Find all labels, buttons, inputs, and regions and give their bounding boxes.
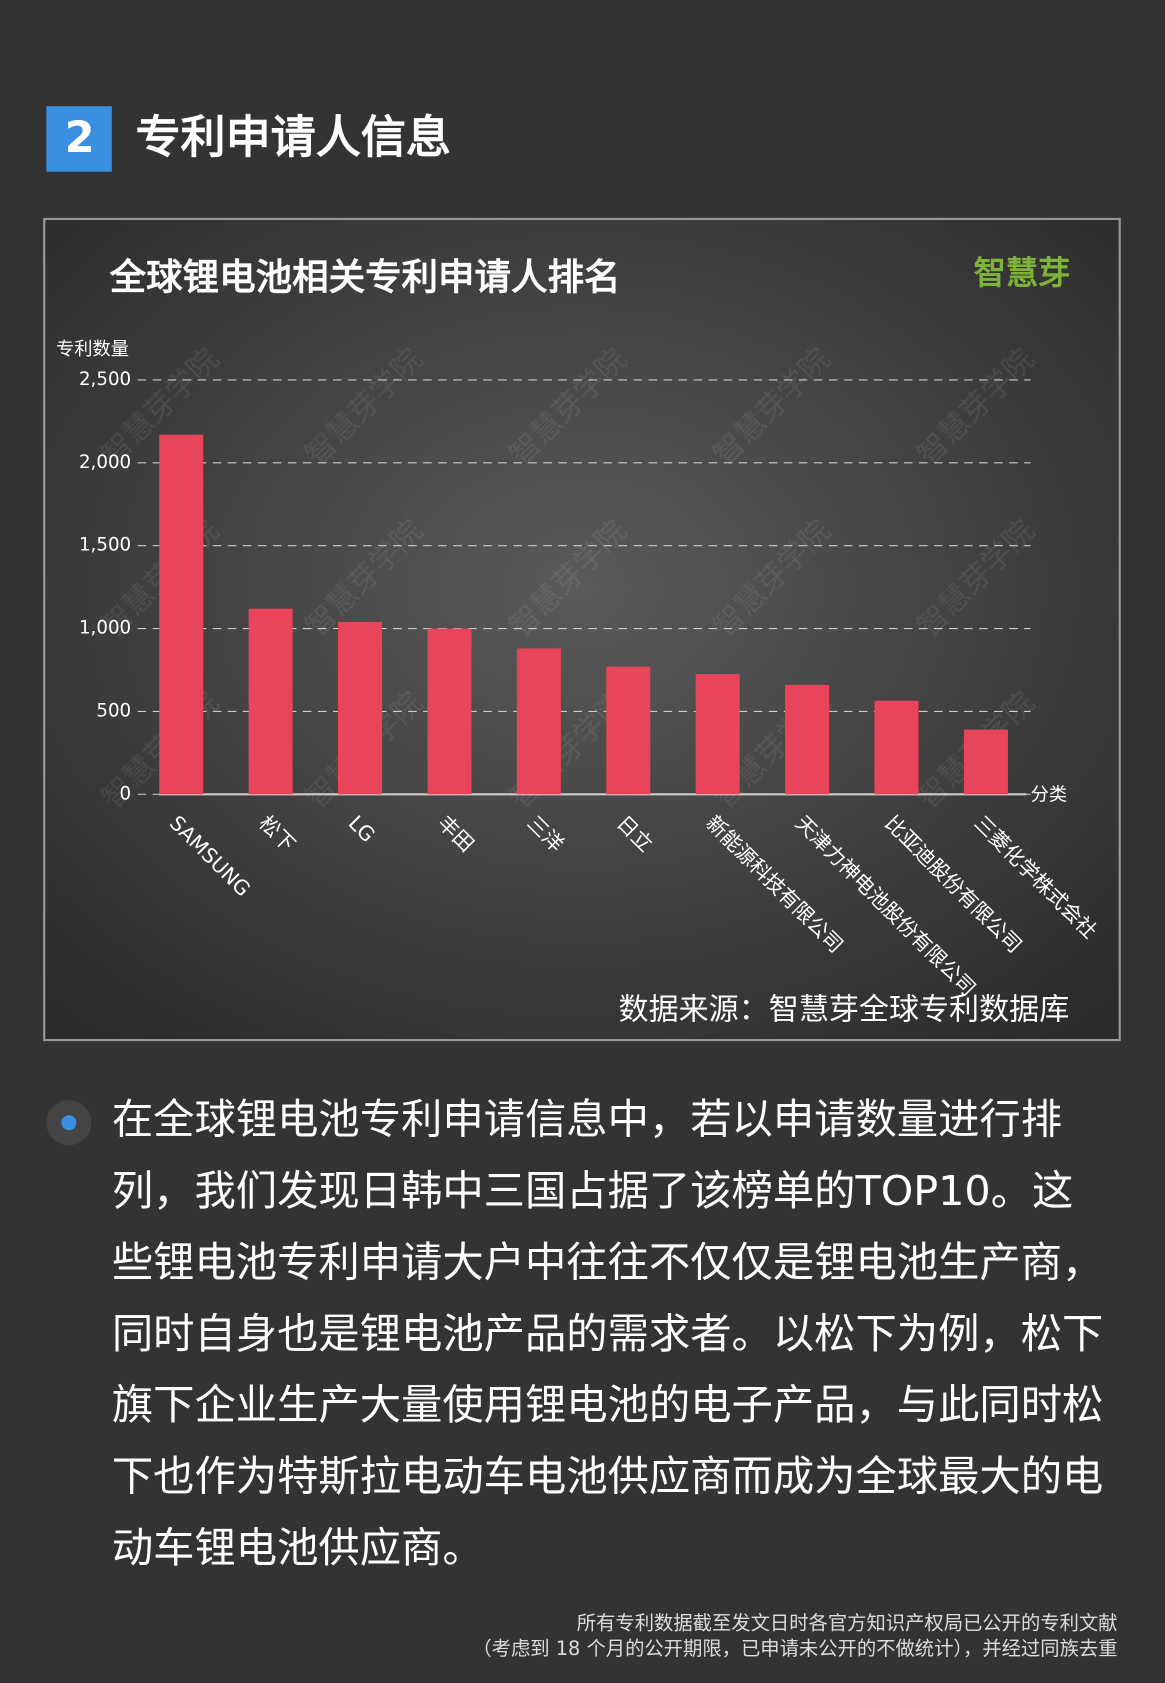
- section-number: 2: [65, 113, 95, 163]
- y-axis-label: 专利数量: [56, 339, 129, 360]
- y-tick-label: 1,000: [79, 618, 131, 639]
- body-line: 在全球锂电池专利申请信息中，若以申请数量进行排: [112, 1096, 1062, 1144]
- section-title: 专利申请人信息: [135, 111, 451, 164]
- y-tick-label: 500: [96, 700, 131, 721]
- bullet-dot: [61, 1115, 77, 1131]
- body-line: 动车锂电池供应商。: [112, 1524, 484, 1572]
- section-badge: [46, 106, 112, 172]
- y-tick-label: 0: [120, 783, 132, 804]
- body-line: 列，我们发现日韩中三国占据了该榜单的TOP10。这: [112, 1167, 1073, 1215]
- bar: [516, 648, 561, 795]
- logo: 智慧芽: [974, 254, 1071, 292]
- chart-title: 全球锂电池相关专利申请人排名: [109, 256, 621, 299]
- body-line: 下也作为特斯拉电动车电池供应商而成为全球最大的电: [112, 1453, 1104, 1501]
- body-line: 旗下企业生产大量使用锂电池的电子产品，与此同时松: [112, 1381, 1104, 1429]
- bar: [606, 666, 651, 795]
- body-line: 同时自身也是锂电池产品的需求者。以松下为例，松下: [112, 1310, 1104, 1358]
- y-tick-label: 1,500: [79, 535, 131, 556]
- y-tick-label: 2,500: [79, 369, 131, 390]
- footnote-line: 所有专利数据截至发文日时各官方知识产权局已公开的专利文献: [577, 1611, 1118, 1634]
- footnote-line: （考虑到 18 个月的公开期限，已申请未公开的不做统计），并经过同族去重: [472, 1637, 1117, 1660]
- source: 数据来源：智慧芽全球专利数据库: [619, 993, 1070, 1028]
- bar: [963, 729, 1008, 795]
- y-tick-label: 2,000: [79, 452, 131, 473]
- body-line: 些锂电池专利申请大户中往往不仅仅是锂电池生产商，: [112, 1238, 1104, 1286]
- bar: [874, 700, 919, 795]
- bar: [338, 621, 383, 795]
- chart-frame: [43, 217, 1121, 1042]
- bar: [695, 674, 740, 795]
- bar: [785, 684, 830, 795]
- bar: [159, 434, 204, 795]
- bar: [248, 608, 293, 795]
- x-axis-label: 分类: [1031, 784, 1067, 805]
- bar: [427, 628, 472, 795]
